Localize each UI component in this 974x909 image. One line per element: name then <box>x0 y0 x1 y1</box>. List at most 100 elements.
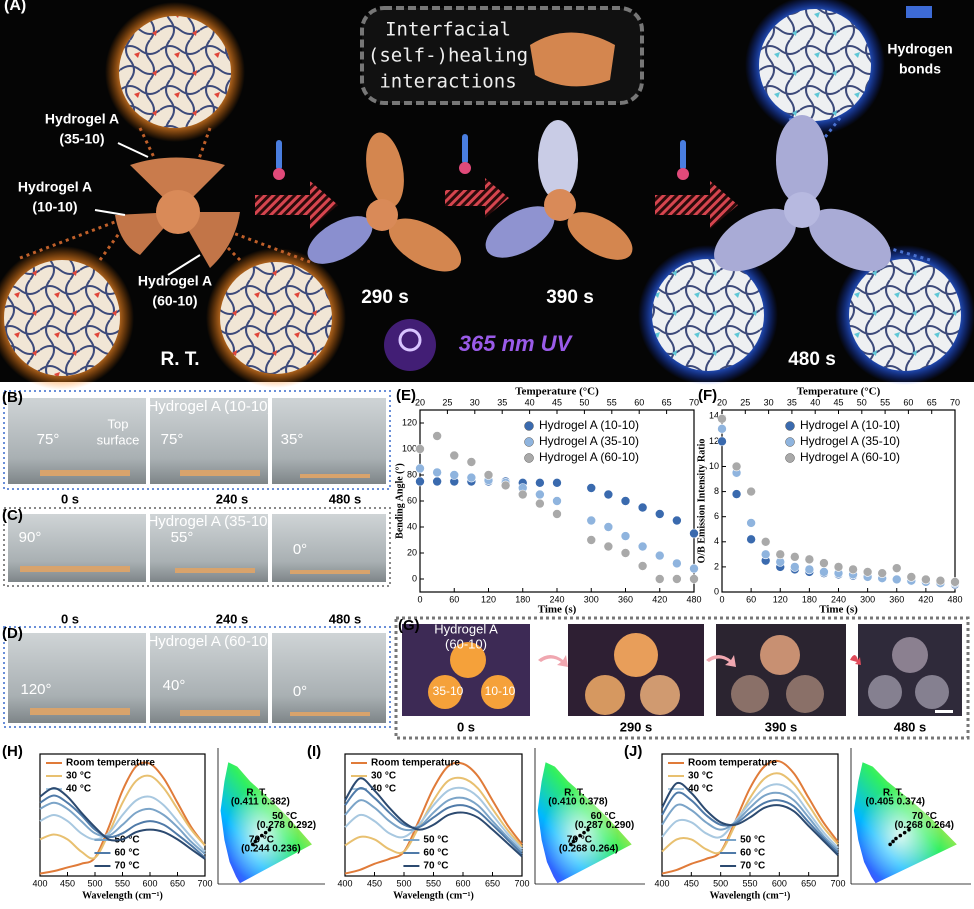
x-tick-label: 500 <box>713 878 728 888</box>
cie-name: 70 °C <box>567 835 592 846</box>
data-point <box>950 577 960 587</box>
spectrum-line <box>661 783 839 849</box>
x-tick-label: 650 <box>170 878 185 888</box>
spectrum-line <box>661 781 839 856</box>
data-point <box>552 509 562 519</box>
panels-bcd: (B) Hydrogel A (10-10) 75° 75° 35° Top s… <box>2 389 391 728</box>
cie-point <box>568 842 573 847</box>
legend-label: 30 °C <box>66 771 91 782</box>
y-tick-label: 8 <box>714 486 719 496</box>
spectrum-chart: 400 450 500 550 600 650 700 (J) Wavelength (cm⁻¹… <box>624 743 971 901</box>
cie-point <box>582 830 586 835</box>
legend-label: 30 °C <box>371 771 396 782</box>
y-tick-label: 0 <box>714 586 719 596</box>
molecular-circles <box>0 0 974 390</box>
data-point <box>637 541 648 552</box>
data-point <box>620 496 631 506</box>
legend-label: 40 °C <box>371 784 396 795</box>
y-tick-label: 0 <box>412 573 417 583</box>
panel-frame <box>3 390 391 490</box>
x2-tick-label: 35 <box>787 397 797 407</box>
data-point <box>848 564 858 575</box>
hbond-label: Hydrogen <box>887 41 952 57</box>
cie-coords: (0.410 0.378) <box>548 797 608 808</box>
x2-tick-label: 35 <box>497 397 507 407</box>
data-point <box>483 470 494 480</box>
panel-label: (F) <box>698 387 717 404</box>
data-point <box>891 563 902 573</box>
cie-point <box>898 833 903 838</box>
propeller-290 <box>307 132 462 272</box>
legend-label: 70 °C <box>114 861 139 872</box>
x-tick-label: 500 <box>87 878 102 888</box>
panel-label: (C) <box>2 507 23 524</box>
cie-coords: (0.268 0.264) <box>895 820 955 831</box>
time-label: 0 s <box>61 491 79 506</box>
data-point <box>620 548 631 558</box>
cie-point <box>586 827 590 832</box>
data-point <box>689 563 699 574</box>
x-tick-label: 0 <box>719 594 724 604</box>
data-point <box>586 483 597 493</box>
legend-label: Room temperature <box>688 758 777 769</box>
cie-point <box>259 833 264 838</box>
x-tick-label: 300 <box>860 594 875 604</box>
cie-point <box>891 839 895 844</box>
angle-label: 75° <box>37 431 60 448</box>
panel-title: Hydrogel A (10-10) <box>147 398 272 415</box>
time-label: 240 s <box>216 611 249 626</box>
x-axis-label: Wavelength (cm⁻¹) <box>393 890 474 901</box>
spectrum-line <box>661 791 839 854</box>
y-tick-label: 12 <box>709 436 719 446</box>
cie-point <box>888 842 892 847</box>
spectrum-line <box>39 801 206 855</box>
panel-label: (D) <box>2 625 23 642</box>
cie-coords: (0.411 0.382) <box>231 797 290 808</box>
x-tick-label: 500 <box>396 878 411 888</box>
x2-tick-label: 55 <box>880 397 890 407</box>
cie-point <box>578 833 582 838</box>
data-point <box>535 477 545 488</box>
legend-label: 40 °C <box>66 784 91 795</box>
y-axis-label: Bending Angle (°) <box>394 463 405 539</box>
scatter-chart: 0 20 40 60 80 100 120 0 60 120 180 240 300 360 420 480 2… <box>394 386 701 616</box>
spectrum-line <box>661 772 839 855</box>
data-point <box>449 470 460 480</box>
angle-label: 55° <box>171 529 194 546</box>
panel-title: Hydrogel A (60-10) <box>147 633 272 650</box>
cie-coords: (0.287 0.290) <box>575 820 635 831</box>
cie-white <box>853 762 957 884</box>
sample-label: 10-10 <box>485 684 516 698</box>
cie-point <box>263 830 268 835</box>
x-tick-label: 360 <box>618 594 633 604</box>
cie-point <box>250 842 255 847</box>
sample-label: 35-10 <box>433 684 464 698</box>
x-tick-label: 700 <box>514 878 529 888</box>
data-point <box>466 472 477 483</box>
data-point <box>603 522 614 532</box>
x-axis-label: Time (s) <box>819 604 858 616</box>
x2-tick-label: 70 <box>689 397 699 407</box>
time-label: 480 s <box>788 349 836 370</box>
angle-label: 0° <box>293 683 307 700</box>
legend-label: Room temperature <box>371 758 460 769</box>
legend-label: Hydrogel A (60-10) <box>800 450 900 464</box>
data-point <box>517 489 528 500</box>
hydrogel-label: Hydrogel A <box>138 273 212 289</box>
uv-label: 365 nm UV <box>459 331 574 356</box>
x2-tick-label: 50 <box>579 397 589 407</box>
cie-point <box>902 830 907 835</box>
spectrum-line <box>661 791 839 852</box>
data-point <box>672 515 682 526</box>
x-axis-label: Wavelength (cm⁻¹) <box>710 890 791 901</box>
data-point <box>862 567 873 577</box>
data-point <box>833 562 844 572</box>
time-label: 390 s <box>765 719 798 734</box>
data-point <box>552 496 562 506</box>
angle-label: 40° <box>163 677 186 694</box>
x-tick-label: 480 <box>947 594 962 604</box>
x2-tick-label: 65 <box>927 397 937 407</box>
data-point <box>415 444 425 454</box>
x-tick-label: 650 <box>485 878 500 888</box>
data-point <box>466 457 477 467</box>
